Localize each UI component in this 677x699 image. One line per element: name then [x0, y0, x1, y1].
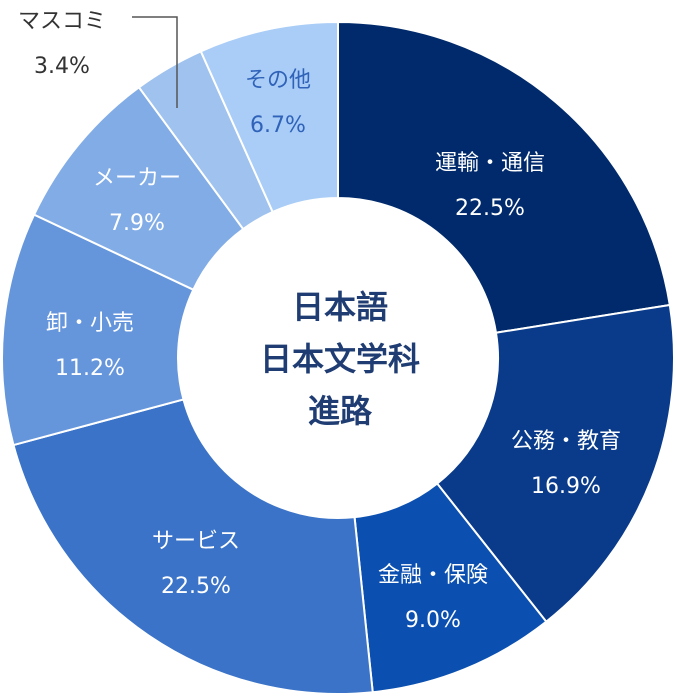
slice-value-1: 22.5%: [455, 196, 525, 221]
slice-value-5: 11.2%: [55, 356, 125, 381]
pie-slice-4: [12, 398, 374, 695]
slice-label-3: 金融・保険: [378, 563, 488, 588]
slice-label-4: サービス: [152, 529, 240, 554]
center-title: 日本語 日本文学科 進路: [260, 288, 420, 430]
slice-value-8: 6.7%: [250, 113, 306, 138]
slice-label-1: 運輸・通信: [435, 151, 545, 176]
leader-line-mass-media: [132, 16, 178, 108]
center-title-line-1: 日本語: [292, 288, 388, 326]
slice-label-7: マスコミ: [18, 9, 106, 34]
slice-value-4: 22.5%: [161, 574, 231, 599]
slice-value-3: 9.0%: [405, 608, 461, 633]
labels-group: 運輸・通信 22.5% 公務・教育 16.9% 金融・保険 9.0% サービス 22.5% 卸・…: [18, 9, 621, 633]
center-title-line-3: 進路: [308, 392, 373, 430]
pie-slice-1: [337, 20, 671, 334]
slice-label-6: メーカー: [93, 166, 181, 191]
slice-value-6: 7.9%: [109, 211, 165, 236]
center-title-line-2: 日本文学科: [260, 340, 420, 378]
pie-slice-5: [1, 213, 195, 447]
slices-group: [1, 20, 675, 695]
slice-label-5: 卸・小売: [46, 311, 134, 336]
slice-value-2: 16.9%: [531, 474, 601, 499]
slice-label-8: その他: [245, 68, 311, 93]
slice-value-7: 3.4%: [34, 54, 90, 79]
slice-label-2: 公務・教育: [511, 429, 621, 454]
pie-slice-2: [435, 303, 675, 624]
pie-slice-8: [199, 20, 339, 214]
